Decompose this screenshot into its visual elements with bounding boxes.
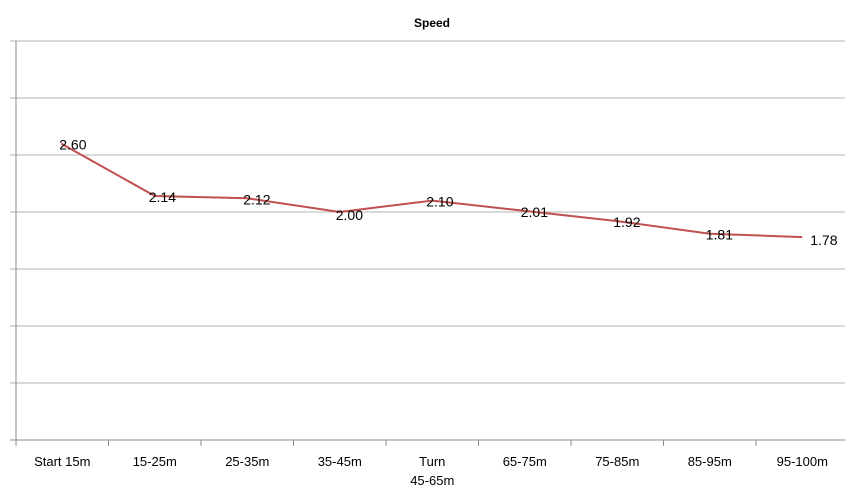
chart-title: Speed xyxy=(414,16,450,30)
x-tick-label: Start 15m xyxy=(34,454,90,469)
data-labels: 2.60 2.14 2.12 2.00 2.10 2.01 1.92 1.81 1.78 xyxy=(59,137,837,248)
x-tick-label: 65-75m xyxy=(503,454,547,469)
x-tick-label: Turn 45-65m xyxy=(410,454,454,488)
gridlines xyxy=(10,40,845,384)
x-tick-label: 15-25m xyxy=(133,454,177,469)
data-label: 1.92 xyxy=(613,214,640,230)
x-tick-label: 85-95m xyxy=(688,454,732,469)
data-label: 2.00 xyxy=(336,207,363,223)
x-tick-label: 35-45m xyxy=(318,454,362,469)
data-label: 2.60 xyxy=(59,137,86,153)
x-axis-tick-labels: Start 15m 15-25m 25-35m 35-45m Turn 45-65m 65-… xyxy=(34,454,828,488)
x-tick-label: 75-85m xyxy=(595,454,639,469)
data-label: 1.78 xyxy=(810,232,837,248)
data-label: 2.01 xyxy=(521,204,548,220)
data-label: 2.12 xyxy=(243,191,270,207)
x-tick-label: 95-100m xyxy=(777,454,828,469)
data-label: 2.14 xyxy=(149,189,176,205)
x-axis-ticks xyxy=(15,440,757,446)
data-label: 2.10 xyxy=(426,194,453,210)
series-line xyxy=(60,142,803,239)
x-tick-label: 25-35m xyxy=(225,454,269,469)
data-label: 1.81 xyxy=(706,227,733,243)
